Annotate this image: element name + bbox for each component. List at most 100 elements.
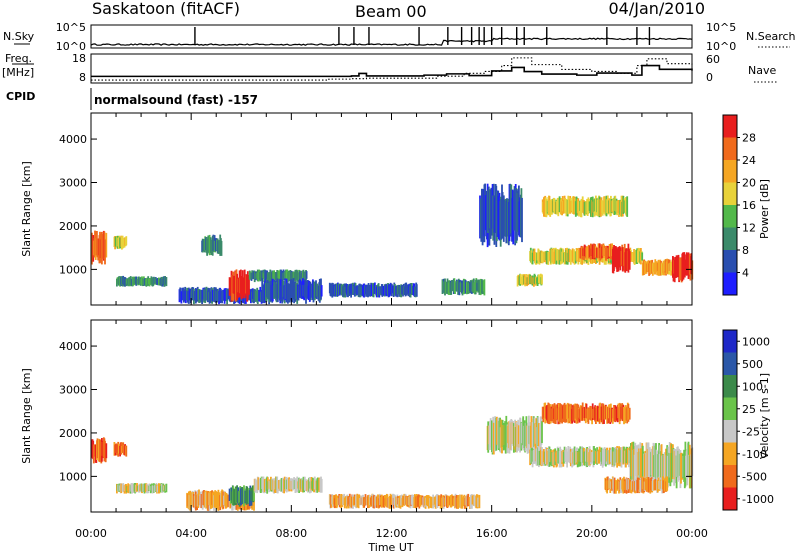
velocity-ytick-label: 2000 <box>59 427 87 440</box>
power-ytick-label: 1000 <box>59 263 87 276</box>
power-cbar-swatch <box>723 137 737 160</box>
freq-label: Freq. <box>5 52 32 65</box>
velocity-cbar-swatch <box>723 330 737 353</box>
cpid-label: CPID <box>6 90 35 103</box>
power-cbar-label: 16 <box>742 199 756 212</box>
power-cbar-swatch <box>723 272 737 295</box>
time-tick-label: 16:00 <box>476 527 508 540</box>
power-cbar-label: 4 <box>742 267 749 280</box>
power-cbar-label: 28 <box>742 132 756 145</box>
nsearch-label: N.Search <box>746 30 796 43</box>
date-title: 04/Jan/2010 <box>608 0 705 18</box>
heatmap-cell <box>253 485 255 501</box>
velocity-cbar-label: -500 <box>742 470 767 483</box>
heatmap-cell <box>305 271 308 279</box>
freq-left-tick-bottom: 8 <box>79 71 86 84</box>
time-tick-label: 00:00 <box>75 527 107 540</box>
velocity-cbar-swatch <box>723 487 737 510</box>
power-panel: 1000 2000 3000 4000 Slant Range [km] 4 8 12 16… <box>20 112 771 306</box>
heatmap-cell <box>220 240 223 256</box>
velocity-cbar-swatch <box>723 465 737 488</box>
time-tick-label: 04:00 <box>175 527 207 540</box>
velocity-ytick-label: 3000 <box>59 384 87 397</box>
freq-panel: 18 8 60 0 <box>72 52 720 84</box>
power-cbar-swatch <box>723 160 737 183</box>
velocity-cbar-swatch <box>723 375 737 398</box>
beam-title: Beam 00 <box>355 2 427 21</box>
heatmap-cell <box>125 445 128 457</box>
velocity-x-ticks <box>90 320 693 512</box>
time-tick-label: 12:00 <box>376 527 408 540</box>
velocity-y-axis: 1000 2000 3000 4000 <box>59 340 692 483</box>
power-cbar-swatch <box>723 250 737 273</box>
velocity-ylabel: Slant Range [km] <box>20 368 33 464</box>
velocity-colorbar: 1000 500 100 25 -25 -100 -500 -1000 <box>722 329 774 511</box>
velocity-heatmap <box>91 402 694 511</box>
velocity-cbar-swatch <box>723 442 737 465</box>
power-x-ticks <box>90 113 693 305</box>
time-tick-label: 00:00 <box>676 527 708 540</box>
velocity-ytick-label: 1000 <box>59 470 87 483</box>
power-colorbar: 4 8 12 16 20 24 28 <box>722 114 756 296</box>
power-ylabel: Slant Range [km] <box>20 161 33 257</box>
power-cbar-swatch <box>723 115 737 138</box>
power-y-axis: 1000 2000 3000 4000 <box>59 133 692 276</box>
nave-line <box>91 57 693 81</box>
heatmap-cell <box>521 197 523 243</box>
nsky-right-tick-top: 10^5 <box>706 21 736 34</box>
heatmap-cell <box>626 196 629 217</box>
velocity-cbar-label: 500 <box>742 358 763 371</box>
heatmap-cell <box>105 443 108 459</box>
nave-label: Nave <box>748 64 776 77</box>
power-ytick-label: 4000 <box>59 133 87 146</box>
power-cbar-label: Power [dB] <box>758 179 771 239</box>
time-axis-title: Time UT <box>367 541 413 554</box>
power-cbar-swatch <box>723 205 737 228</box>
heatmap-cell <box>165 483 168 493</box>
heatmap-cell <box>415 284 418 297</box>
freq-line <box>91 64 693 78</box>
power-ytick-label: 2000 <box>59 220 87 233</box>
heatmap-cell <box>541 421 543 444</box>
heatmap-cell <box>105 232 108 258</box>
heatmap-cell <box>320 285 323 297</box>
velocity-cbar-swatch <box>723 397 737 420</box>
velocity-cbar-label: -100 <box>742 448 767 461</box>
freq-left-tick-top: 18 <box>72 52 86 65</box>
power-cbar-swatch <box>723 227 737 250</box>
nsky-panel: 10^5 10^0 10^5 10^0 <box>56 21 736 53</box>
nsky-label: N.Sky <box>3 30 35 43</box>
heatmap-cell <box>165 277 168 287</box>
power-cbar-label: 12 <box>742 222 756 235</box>
velocity-cbar-swatch <box>723 420 737 443</box>
velocity-cbar-label: 25 <box>742 403 756 416</box>
freq-frame <box>90 53 693 84</box>
heatmap-cell <box>628 251 631 270</box>
nsky-left-tick-bottom: 10^0 <box>56 40 86 53</box>
time-tick-label: 08:00 <box>275 527 307 540</box>
heatmap-cell <box>541 274 543 285</box>
time-tick-label: 20:00 <box>576 527 608 540</box>
power-heatmap <box>91 183 694 305</box>
velocity-cbar-label: 1000 <box>742 335 770 348</box>
heatmap-cell <box>478 494 481 509</box>
nsky-frame <box>90 24 693 49</box>
heatmap-cell <box>125 236 128 246</box>
power-cbar-label: 8 <box>742 244 749 257</box>
velocity-cbar-label: Velocity [m s-1] <box>758 373 771 459</box>
freq-right-tick-top: 60 <box>706 53 720 66</box>
mhz-label: [MHz] <box>2 66 34 79</box>
nsky-right-tick-bottom: 10^0 <box>706 40 736 53</box>
heatmap-cell <box>320 478 323 493</box>
velocity-cbar-frame <box>722 329 738 511</box>
heatmap-cell <box>641 252 644 261</box>
freq-series-group <box>91 57 693 81</box>
velocity-cbar-label: -1000 <box>742 493 774 506</box>
station-title: Saskatoon (fitACF) <box>92 0 240 18</box>
nsky-left-tick-top: 10^5 <box>56 21 86 34</box>
freq-right-tick-bottom: 0 <box>706 71 713 84</box>
heatmap-cell <box>666 476 669 491</box>
heatmap-cell <box>628 407 631 420</box>
velocity-cbar-swatch <box>723 352 737 375</box>
